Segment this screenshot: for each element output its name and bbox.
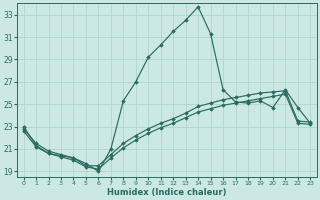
X-axis label: Humidex (Indice chaleur): Humidex (Indice chaleur): [107, 188, 227, 197]
